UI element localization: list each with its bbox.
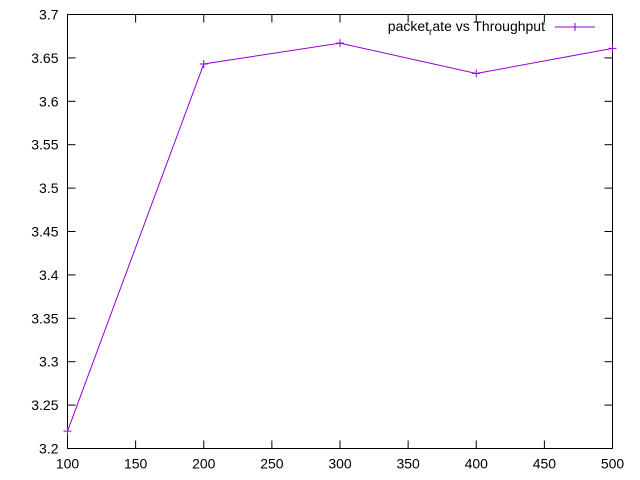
y-tick-label: 3.35: [31, 310, 58, 326]
legend: packetrate vs Throughput: [388, 18, 595, 38]
x-tick-label: 500: [601, 456, 625, 472]
legend-label-rest: ate vs Throughput: [432, 18, 545, 34]
x-axis: 100 150 200 250 300 350 400 450 500: [56, 14, 625, 472]
y-tick-label: 3.25: [31, 397, 58, 413]
data-point-marker: [63, 427, 72, 436]
y-axis: 3.2 3.25 3.3 3.35 3.4 3.45 3.5 3.55 3.6 3.65 3.7: [31, 7, 613, 457]
y-tick-label: 3.65: [31, 50, 58, 66]
legend-label-main: packet: [388, 18, 429, 34]
x-tick-label: 350: [396, 456, 420, 472]
x-tick-label: 150: [124, 456, 148, 472]
y-tick-label: 3.6: [39, 93, 59, 109]
y-tick-label: 3.2: [39, 441, 59, 457]
y-tick-label: 3.55: [31, 137, 58, 153]
series-line: [67, 42, 613, 432]
x-tick-label: 400: [465, 456, 489, 472]
x-tick-label: 200: [192, 456, 216, 472]
legend-marker-plus: [571, 23, 579, 31]
plot-frame: [67, 14, 613, 449]
x-tick-label: 250: [260, 456, 284, 472]
x-tick-label: 300: [328, 456, 352, 472]
y-tick-label: 3.5: [39, 180, 59, 196]
data-point-marker: [336, 39, 344, 48]
data-point-marker: [199, 59, 208, 68]
y-tick-label: 3.45: [31, 224, 58, 240]
data-point-marker: [472, 69, 481, 78]
y-tick-label: 3.3: [39, 354, 59, 370]
x-tick-label: 100: [56, 456, 80, 472]
series-layer: [63, 39, 617, 436]
data-point-marker: [608, 44, 617, 53]
x-tick-label: 450: [533, 456, 557, 472]
y-tick-label: 3.4: [39, 267, 59, 283]
legend-label-subscript: r: [429, 27, 433, 38]
y-tick-label: 3.7: [39, 7, 59, 23]
legend-label: packetrate vs Throughput: [388, 18, 545, 38]
